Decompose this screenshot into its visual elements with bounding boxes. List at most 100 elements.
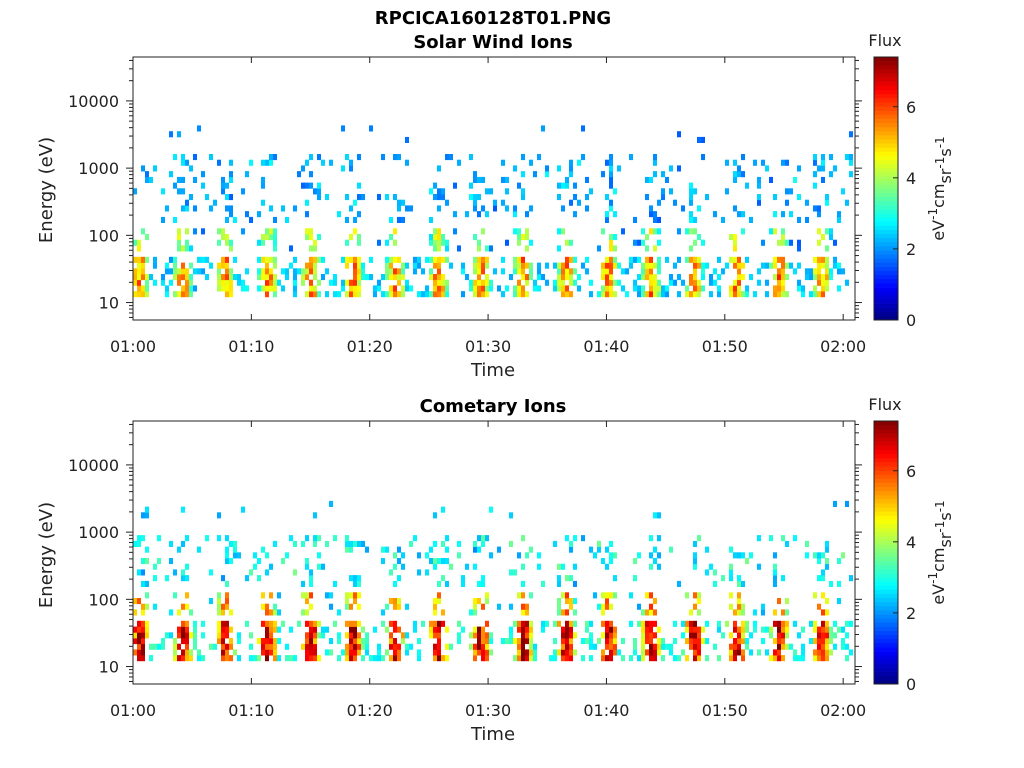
flux-cell <box>669 188 673 195</box>
flux-cell <box>145 580 149 587</box>
flux-cell <box>821 643 825 650</box>
flux-cell <box>437 245 441 252</box>
flux-cell <box>529 638 533 645</box>
flux-cell <box>633 285 637 292</box>
flux-cell <box>561 626 565 633</box>
flux-cell <box>569 268 573 275</box>
flux-cell <box>397 199 401 206</box>
flux-cell <box>641 274 645 281</box>
flux-cell <box>361 643 365 650</box>
flux-cell <box>741 626 745 633</box>
flux-cell <box>529 262 533 269</box>
flux-cell <box>605 598 609 605</box>
colorbar-segment <box>874 307 898 313</box>
flux-cell <box>661 638 665 645</box>
flux-cell <box>769 176 773 183</box>
flux-cell <box>473 205 477 212</box>
flux-cell <box>569 546 573 553</box>
flux-cell <box>733 245 737 252</box>
flux-cell <box>565 256 569 263</box>
flux-cell <box>701 136 705 143</box>
flux-cell <box>153 575 157 582</box>
flux-cell <box>489 279 493 286</box>
colorbar-segment <box>874 519 898 525</box>
flux-cell <box>501 638 505 645</box>
flux-cell <box>493 199 497 206</box>
x-tick-label: 02:00 <box>820 701 866 720</box>
flux-cell <box>793 649 797 656</box>
flux-cell <box>437 188 441 195</box>
flux-cell <box>185 268 189 275</box>
flux-cell <box>441 620 445 627</box>
flux-cell <box>613 632 617 639</box>
flux-cell <box>817 626 821 633</box>
flux-cell <box>433 563 437 570</box>
flux-cell <box>741 228 745 235</box>
flux-cell <box>541 620 545 627</box>
flux-cell <box>393 620 397 627</box>
flux-cell <box>137 274 141 281</box>
flux-cell <box>785 609 789 616</box>
flux-cell <box>557 603 561 610</box>
flux-cell <box>557 620 561 627</box>
flux-cell <box>557 165 561 172</box>
flux-cell <box>801 291 805 298</box>
flux-cell <box>145 291 149 298</box>
flux-cell <box>737 211 741 218</box>
flux-cell <box>825 285 829 292</box>
flux-cell <box>757 199 761 206</box>
flux-cell <box>517 228 521 235</box>
flux-cell <box>821 291 825 298</box>
colorbar-segment <box>874 270 898 276</box>
flux-cell <box>257 638 261 645</box>
flux-cell <box>405 136 409 143</box>
flux-cell <box>445 239 449 246</box>
flux-cell <box>565 609 569 616</box>
flux-cell <box>313 274 317 281</box>
flux-cell <box>569 632 573 639</box>
colorbar-segment <box>874 552 898 557</box>
flux-cell <box>477 598 481 605</box>
flux-cell <box>329 592 333 599</box>
flux-cell <box>485 632 489 639</box>
flux-cell <box>341 256 345 263</box>
flux-cell <box>801 649 805 656</box>
flux-cell <box>465 274 469 281</box>
flux-cell <box>553 285 557 292</box>
flux-cell <box>393 256 397 263</box>
flux-cell <box>137 598 141 605</box>
colorbar-segment <box>874 679 898 685</box>
panel-cometary-ions: Cometary Ions 01:00 01:10 01:20 01:30 01:40 0… <box>36 395 955 745</box>
flux-cell <box>185 638 189 645</box>
flux-cell <box>461 575 465 582</box>
colorbar-segment <box>874 573 898 578</box>
flux-cell <box>481 638 485 645</box>
flux-cell <box>705 655 709 662</box>
flux-cell <box>629 256 633 263</box>
flux-cell <box>585 620 589 627</box>
flux-cell <box>673 638 677 645</box>
flux-cell <box>401 268 405 275</box>
flux-cell <box>369 256 373 263</box>
flux-cell <box>517 552 521 559</box>
flux-cell <box>261 256 265 263</box>
flux-cell <box>569 279 573 286</box>
flux-cell <box>425 256 429 263</box>
colorbar-segment <box>874 98 898 103</box>
colorbar-segment <box>874 237 898 243</box>
flux-cell <box>521 643 525 650</box>
flux-cell <box>733 176 737 183</box>
flux-cell <box>649 620 653 627</box>
colorbar-segment <box>874 564 898 570</box>
flux-cell <box>273 291 277 298</box>
flux-cell <box>273 540 277 547</box>
flux-cell <box>473 268 477 275</box>
colorbar-tick-label: 6 <box>906 98 916 117</box>
flux-cell <box>165 575 169 582</box>
flux-cell <box>305 609 309 616</box>
flux-cell <box>545 171 549 178</box>
flux-cell <box>637 285 641 292</box>
flux-cell <box>629 154 633 161</box>
flux-cell <box>729 563 733 570</box>
flux-cell <box>405 205 409 212</box>
